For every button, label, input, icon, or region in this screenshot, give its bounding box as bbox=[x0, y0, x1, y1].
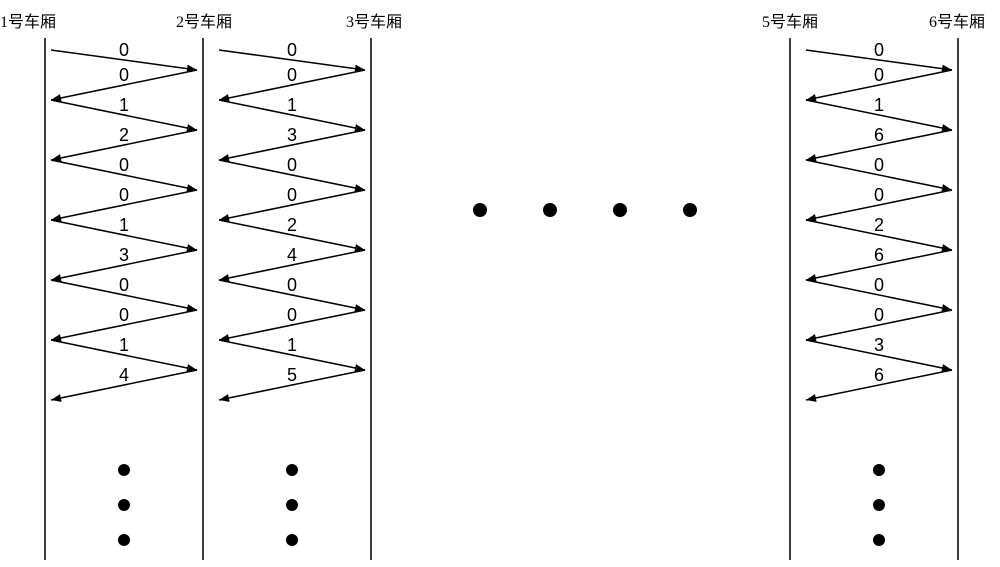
ellipsis-dot bbox=[118, 464, 130, 476]
arrow-label: 0 bbox=[282, 185, 302, 206]
arrow-label: 2 bbox=[114, 125, 134, 146]
arrow-label: 0 bbox=[869, 155, 889, 176]
arrow-label: 0 bbox=[282, 305, 302, 326]
arrow-label: 0 bbox=[114, 305, 134, 326]
arrow-label: 1 bbox=[282, 95, 302, 116]
arrow-label: 0 bbox=[282, 275, 302, 296]
arrow-label: 3 bbox=[114, 245, 134, 266]
column-header-3: 3号车厢 bbox=[346, 8, 402, 32]
column-header-4: 5号车厢 bbox=[762, 8, 818, 32]
arrow-label: 0 bbox=[869, 275, 889, 296]
ellipsis-dot bbox=[118, 499, 130, 511]
diagram-canvas: 1号车厢 2号车厢 3号车厢 5号车厢 6号车厢 0 0 1 2 0 0 1 3 0 0 1 4 0 0 1 3 0 0 2 4… bbox=[0, 0, 1000, 567]
ellipsis-dot bbox=[473, 203, 487, 217]
column-header-2: 2号车厢 bbox=[176, 8, 232, 32]
arrow-label: 0 bbox=[114, 155, 134, 176]
arrow-label: 6 bbox=[869, 125, 889, 146]
ellipsis-dot bbox=[613, 203, 627, 217]
arrow-label: 0 bbox=[869, 185, 889, 206]
ellipsis-dot bbox=[286, 464, 298, 476]
arrow-label: 1 bbox=[869, 95, 889, 116]
ellipsis-dot bbox=[286, 499, 298, 511]
arrow-label: 0 bbox=[282, 155, 302, 176]
arrow-label: 0 bbox=[114, 65, 134, 86]
column-header-1: 1号车厢 bbox=[0, 8, 56, 32]
ellipsis-dot bbox=[543, 203, 557, 217]
arrow-label: 5 bbox=[282, 365, 302, 386]
arrow-label: 3 bbox=[869, 335, 889, 356]
arrow-label: 0 bbox=[282, 65, 302, 86]
arrow-label: 0 bbox=[114, 40, 134, 61]
arrow-label: 2 bbox=[282, 215, 302, 236]
arrow-label: 4 bbox=[114, 365, 134, 386]
arrow-label: 1 bbox=[282, 335, 302, 356]
arrow-label: 2 bbox=[869, 215, 889, 236]
arrow-label: 1 bbox=[114, 335, 134, 356]
arrow-label: 0 bbox=[869, 40, 889, 61]
ellipsis-dot bbox=[286, 534, 298, 546]
arrow-label: 0 bbox=[869, 65, 889, 86]
arrow-label: 1 bbox=[114, 95, 134, 116]
arrow-label: 3 bbox=[282, 125, 302, 146]
diagram-svg-layer bbox=[0, 0, 1000, 567]
arrow-label: 4 bbox=[282, 245, 302, 266]
arrow-label: 0 bbox=[114, 275, 134, 296]
arrow-label: 0 bbox=[282, 40, 302, 61]
ellipsis-dot bbox=[683, 203, 697, 217]
arrow-label: 1 bbox=[114, 215, 134, 236]
ellipsis-dot bbox=[118, 534, 130, 546]
arrow-label: 0 bbox=[869, 305, 889, 326]
ellipsis-dot bbox=[873, 464, 885, 476]
column-header-5: 6号车厢 bbox=[929, 8, 985, 32]
arrow-label: 6 bbox=[869, 365, 889, 386]
arrow-label: 6 bbox=[869, 245, 889, 266]
arrow-label: 0 bbox=[114, 185, 134, 206]
ellipsis-dot bbox=[873, 499, 885, 511]
ellipsis-dot bbox=[873, 534, 885, 546]
